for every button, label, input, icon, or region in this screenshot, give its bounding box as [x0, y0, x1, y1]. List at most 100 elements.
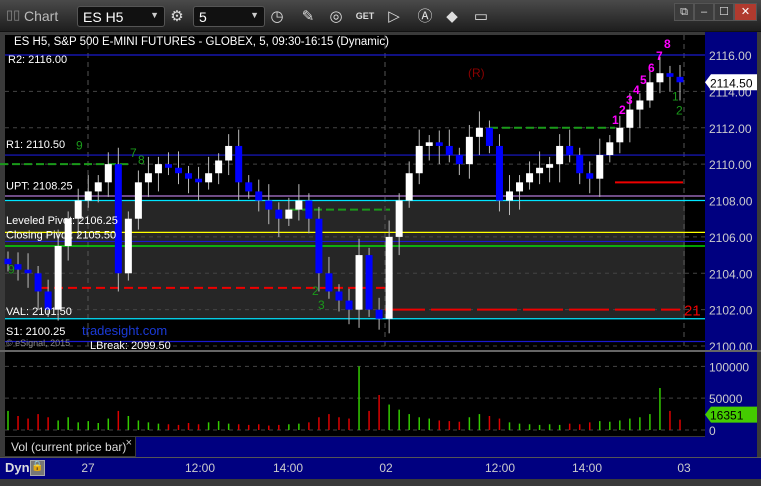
candle-body	[465, 136, 473, 165]
close-button[interactable]: ✕	[734, 3, 757, 21]
minimize-button[interactable]: ‒	[694, 3, 714, 21]
setup-count: 9	[76, 139, 83, 153]
candle-body	[516, 182, 524, 192]
maximize-button[interactable]: ☐	[714, 3, 734, 21]
last-price-tag	[705, 74, 757, 91]
gear-icon[interactable]: ⚙	[170, 8, 184, 25]
level-label: R1: 2110.50	[6, 139, 65, 151]
pencil-icon[interactable]: ✎	[301, 8, 315, 25]
candle-body	[385, 236, 393, 319]
price-tick: 2110.00	[709, 158, 752, 172]
candle-body	[425, 142, 433, 146]
candle-body	[596, 155, 604, 179]
level-label: S1: 2100.25	[6, 326, 65, 338]
candle-body	[445, 145, 453, 156]
volume-tick: 0	[709, 424, 716, 438]
setup-count: 2	[676, 103, 683, 117]
watermark: tradesight.com	[82, 323, 167, 338]
clock-icon[interactable]: ◷	[270, 8, 284, 25]
candle-body	[24, 269, 32, 274]
candle-body	[164, 164, 172, 168]
candle-body	[455, 155, 463, 165]
candle-body	[666, 73, 674, 77]
setup-count: 1	[672, 89, 679, 103]
candle-body	[14, 264, 22, 270]
candle-body	[586, 173, 594, 179]
candle-body	[104, 164, 112, 183]
candle-body	[225, 145, 233, 161]
setup-count: 7	[656, 49, 663, 63]
price-axis	[705, 32, 757, 457]
last-volume-tag	[705, 406, 757, 423]
candle-body	[315, 218, 323, 274]
setup-count: 2	[312, 284, 319, 298]
setup-count: 5	[640, 73, 647, 87]
setup-count: 9	[8, 262, 15, 276]
setup-count: 4	[633, 83, 640, 97]
candle-body	[265, 200, 273, 210]
candle-body	[4, 258, 12, 265]
play-icon[interactable]: ▷	[388, 8, 400, 25]
time-tick: 12:00	[184, 461, 216, 475]
symbol-dropdown[interactable]: ES H5 ▼	[77, 6, 165, 27]
candle-body	[124, 218, 132, 274]
candle-body	[626, 109, 634, 128]
candle-body	[275, 209, 283, 219]
candle-body	[355, 255, 363, 310]
chevron-down-icon: ▼	[250, 10, 259, 20]
candle-body	[566, 145, 574, 156]
candle-body	[34, 273, 42, 292]
candle-body	[154, 164, 162, 174]
price-tick: 2112.00	[709, 122, 752, 136]
price-tick: 2116.00	[709, 49, 752, 63]
candle-body	[636, 100, 644, 110]
candle-body	[175, 167, 183, 174]
candle-body	[195, 178, 203, 183]
alert-icon[interactable]: Ⓐ	[417, 8, 433, 25]
candle-body	[676, 76, 684, 83]
time-tick: 14:00	[272, 461, 304, 475]
candle-body	[285, 209, 293, 219]
candle-body	[546, 164, 554, 168]
time-tick: 14:00	[571, 461, 603, 475]
title-bar: ▯▯ Chart ES H5 ▼ ⚙ 5 ▼ ◷ ✎ ◎ GET ▷ Ⓐ ◆ ▭ ⧉…	[0, 0, 761, 32]
candle-body	[526, 173, 534, 183]
candle-body	[235, 145, 243, 183]
restore-menu-button[interactable]: ⧉	[674, 3, 694, 21]
volume-panel	[5, 352, 705, 436]
candle-body	[114, 164, 122, 274]
last-price: 2114.50	[710, 76, 753, 90]
candle-body	[94, 182, 102, 192]
price-tick: 2104.00	[709, 267, 753, 281]
candle-body	[205, 173, 213, 183]
price-tick: 2106.00	[709, 231, 753, 245]
candle-body	[134, 182, 142, 219]
level-label: VAL: 2101.50	[6, 306, 72, 318]
diamond-icon[interactable]: ◆	[446, 8, 458, 25]
volume-study-tab[interactable]: Vol (current price bar) ×	[5, 437, 135, 456]
setup-count: 3	[318, 298, 325, 312]
time-tick: 03	[677, 461, 691, 475]
lock-icon[interactable]: 🔒	[30, 460, 45, 476]
candle-body	[475, 127, 483, 137]
candle-body	[144, 173, 152, 183]
r-annotation: (R)	[468, 66, 485, 80]
candle-body	[365, 255, 373, 310]
level-label: UPT: 2108.25	[6, 181, 73, 193]
interval-dropdown[interactable]: 5 ▼	[193, 6, 265, 27]
candle-body	[536, 167, 544, 174]
candle-body	[485, 127, 493, 146]
price-chart[interactable]: 2116.002114.002112.002110.002108.002106.…	[0, 32, 761, 481]
chat-icon[interactable]: ▭	[473, 8, 489, 25]
candle-body	[395, 200, 403, 237]
get-icon[interactable]: GET	[355, 11, 375, 21]
chart-area[interactable]: 2116.00 2114.00 2112.00 2110.00 2108.00 2106.…	[0, 32, 761, 481]
drag-handle-icon[interactable]: ▯▯	[6, 7, 21, 22]
close-icon[interactable]: ×	[125, 437, 132, 449]
dyn-mode-label[interactable]: Dyn	[5, 460, 30, 475]
study-icon[interactable]: ◎	[329, 8, 343, 25]
time-axis[interactable]: Dyn 🔒 27 12:00 14:00 02 12:00 14:00 03	[0, 457, 761, 479]
candle-body	[435, 142, 443, 146]
setup-count: 8	[138, 153, 145, 167]
candle-body	[185, 173, 193, 179]
